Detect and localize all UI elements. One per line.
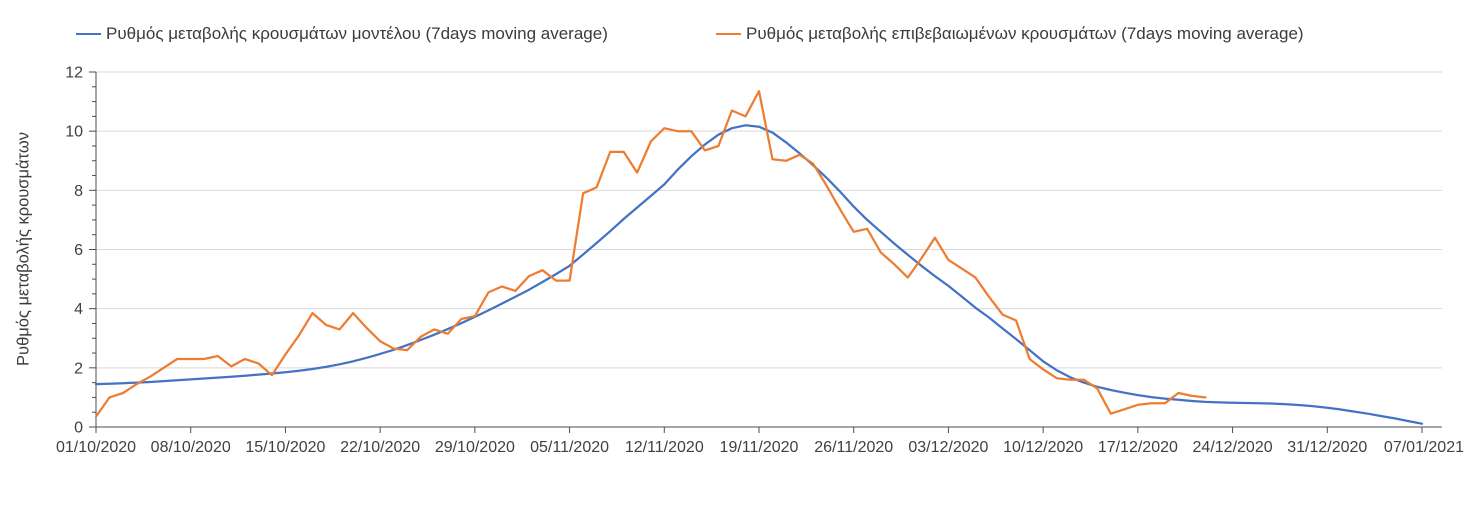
x-tick-label: 12/11/2020: [625, 439, 704, 456]
series-line-confirmed: [94, 90, 1207, 418]
y-tick-label: 10: [65, 124, 83, 141]
y-tick-label: 6: [74, 242, 83, 259]
x-tick-label: 07/01/2021: [1384, 439, 1464, 456]
x-tick-label: 29/10/2020: [435, 439, 515, 456]
y-tick-label: 2: [74, 360, 83, 377]
y-tick-label: 0: [74, 420, 83, 437]
y-tick-label: 8: [74, 183, 83, 200]
x-tick-label: 22/10/2020: [340, 439, 420, 456]
x-tick-label: 05/11/2020: [530, 439, 609, 456]
legend-line-model-icon: [76, 32, 101, 36]
x-tick-label: 10/12/2020: [1003, 439, 1083, 456]
series-line-model: [94, 124, 1424, 425]
legend-label-confirmed: Ρυθμός μεταβολής επιβεβαιωμένων κρουσμάτ…: [746, 24, 1304, 43]
x-tick-label: 26/11/2020: [814, 439, 893, 456]
legend-label-model: Ρυθμός μεταβολής κρουσμάτων μοντέλου (7d…: [106, 24, 608, 43]
x-tick-label: 03/12/2020: [908, 439, 988, 456]
x-tick-label: 08/10/2020: [151, 439, 231, 456]
y-tick-label: 4: [74, 301, 83, 318]
x-tick-label: 15/10/2020: [245, 439, 325, 456]
x-tick-label: 19/11/2020: [720, 439, 799, 456]
x-tick-label: 17/12/2020: [1098, 439, 1178, 456]
legend-item-confirmed: Ρυθμός μεταβολής επιβεβαιωμένων κρουσμάτ…: [716, 24, 1304, 44]
x-tick-label: 01/10/2020: [56, 439, 136, 456]
x-tick-label: 31/12/2020: [1287, 439, 1367, 456]
y-tick-label: 12: [65, 65, 83, 82]
legend-line-confirmed-icon: [716, 32, 741, 36]
y-axis-title: Ρυθμός μεταβολής κρουσμάτων: [14, 132, 33, 366]
x-tick-label: 24/12/2020: [1193, 439, 1273, 456]
legend-item-model: Ρυθμός μεταβολής κρουσμάτων μοντέλου (7d…: [76, 24, 608, 44]
